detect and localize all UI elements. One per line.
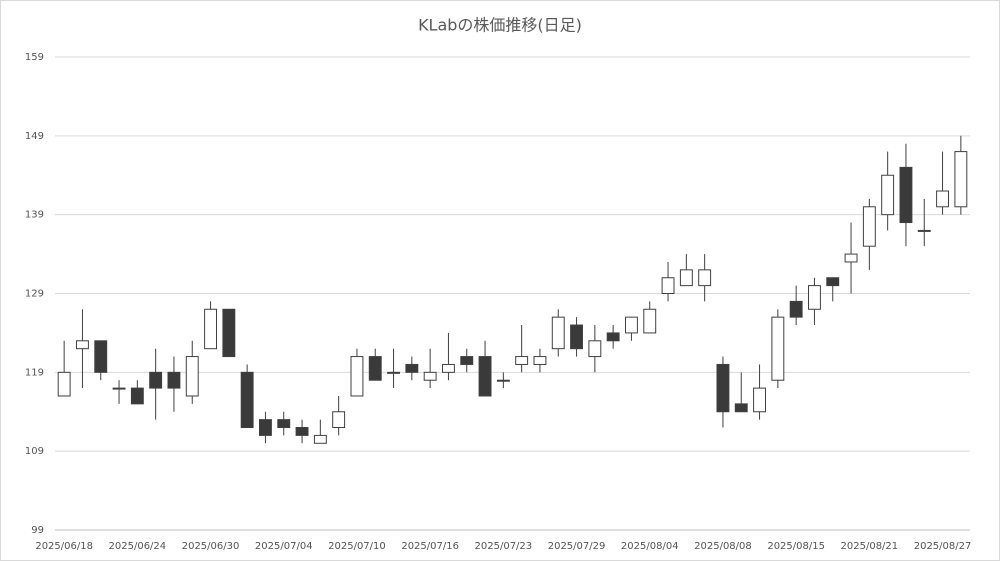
candle-body xyxy=(789,300,803,318)
candle-body xyxy=(643,308,657,334)
x-tick-label: 2025/08/04 xyxy=(621,541,679,552)
candle-body xyxy=(551,316,565,350)
x-tick-label: 2025/07/04 xyxy=(255,541,313,552)
candle-body xyxy=(698,269,712,287)
candle-body xyxy=(808,285,821,310)
candle-body xyxy=(387,371,400,374)
candle-body xyxy=(295,427,309,436)
candle-body xyxy=(826,277,840,287)
y-tick-label: 119 xyxy=(25,367,44,378)
candle-body xyxy=(277,419,291,429)
chart-title: KLabの株価推移(日足) xyxy=(418,16,582,35)
candle-body xyxy=(368,356,382,381)
y-tick-label: 129 xyxy=(25,289,44,300)
candle-body xyxy=(881,174,895,216)
x-tick-label: 2025/07/23 xyxy=(475,541,533,552)
candle-body xyxy=(405,363,419,373)
candle-body xyxy=(460,356,474,365)
candle-body xyxy=(442,363,455,373)
candle-body xyxy=(533,356,547,365)
x-tick-label: 2025/07/16 xyxy=(401,541,459,552)
x-tick-label: 2025/08/15 xyxy=(767,541,825,552)
candle-body xyxy=(204,308,217,350)
candle-body xyxy=(332,411,346,429)
candle-body xyxy=(149,371,163,389)
candle-body xyxy=(350,356,364,397)
candle-body xyxy=(240,371,254,429)
candle-body xyxy=(222,308,236,358)
x-tick-label: 2025/08/21 xyxy=(841,541,899,552)
candle-body xyxy=(130,387,144,405)
candle-body xyxy=(478,356,492,397)
y-tick-label: 149 xyxy=(25,131,44,142)
x-tick-label: 2025/06/24 xyxy=(109,541,167,552)
x-tick-label: 2025/06/18 xyxy=(35,541,93,552)
candle-body xyxy=(661,277,675,295)
candle-body xyxy=(679,269,693,287)
x-tick-label: 2025/06/30 xyxy=(182,541,240,552)
candle-body xyxy=(57,371,71,397)
candle-body xyxy=(76,340,89,350)
candle-body xyxy=(917,229,931,232)
y-tick-label: 139 xyxy=(25,210,44,221)
candle-body xyxy=(259,419,272,436)
candle-body xyxy=(844,253,858,263)
candle-body xyxy=(570,324,583,350)
candle-body xyxy=(112,387,126,390)
x-tick-label: 2025/07/10 xyxy=(328,541,386,552)
x-tick-label: 2025/08/08 xyxy=(694,541,752,552)
x-tick-label: 2025/07/29 xyxy=(548,541,606,552)
candle-body xyxy=(185,356,199,397)
candle-body xyxy=(899,166,913,224)
candle-body xyxy=(625,316,638,334)
candle-body xyxy=(313,434,327,444)
y-tick-label: 109 xyxy=(25,446,44,457)
candle-body xyxy=(94,340,108,373)
candle-body xyxy=(936,190,949,208)
y-tick-label: 99 xyxy=(31,525,44,536)
candle-body xyxy=(753,387,766,413)
candle-body xyxy=(716,363,730,413)
y-tick-label: 159 xyxy=(25,52,44,63)
x-tick-label: 2025/08/27 xyxy=(914,541,972,552)
candle-body xyxy=(496,379,510,382)
candle-body xyxy=(515,356,529,365)
candle-body xyxy=(734,403,748,413)
candle-body xyxy=(771,316,785,381)
candle-body xyxy=(862,206,876,247)
candle-body xyxy=(954,151,968,208)
candle-body xyxy=(588,340,602,358)
candle-body xyxy=(423,371,437,381)
candle-body xyxy=(606,332,620,342)
candle-body xyxy=(167,371,181,389)
